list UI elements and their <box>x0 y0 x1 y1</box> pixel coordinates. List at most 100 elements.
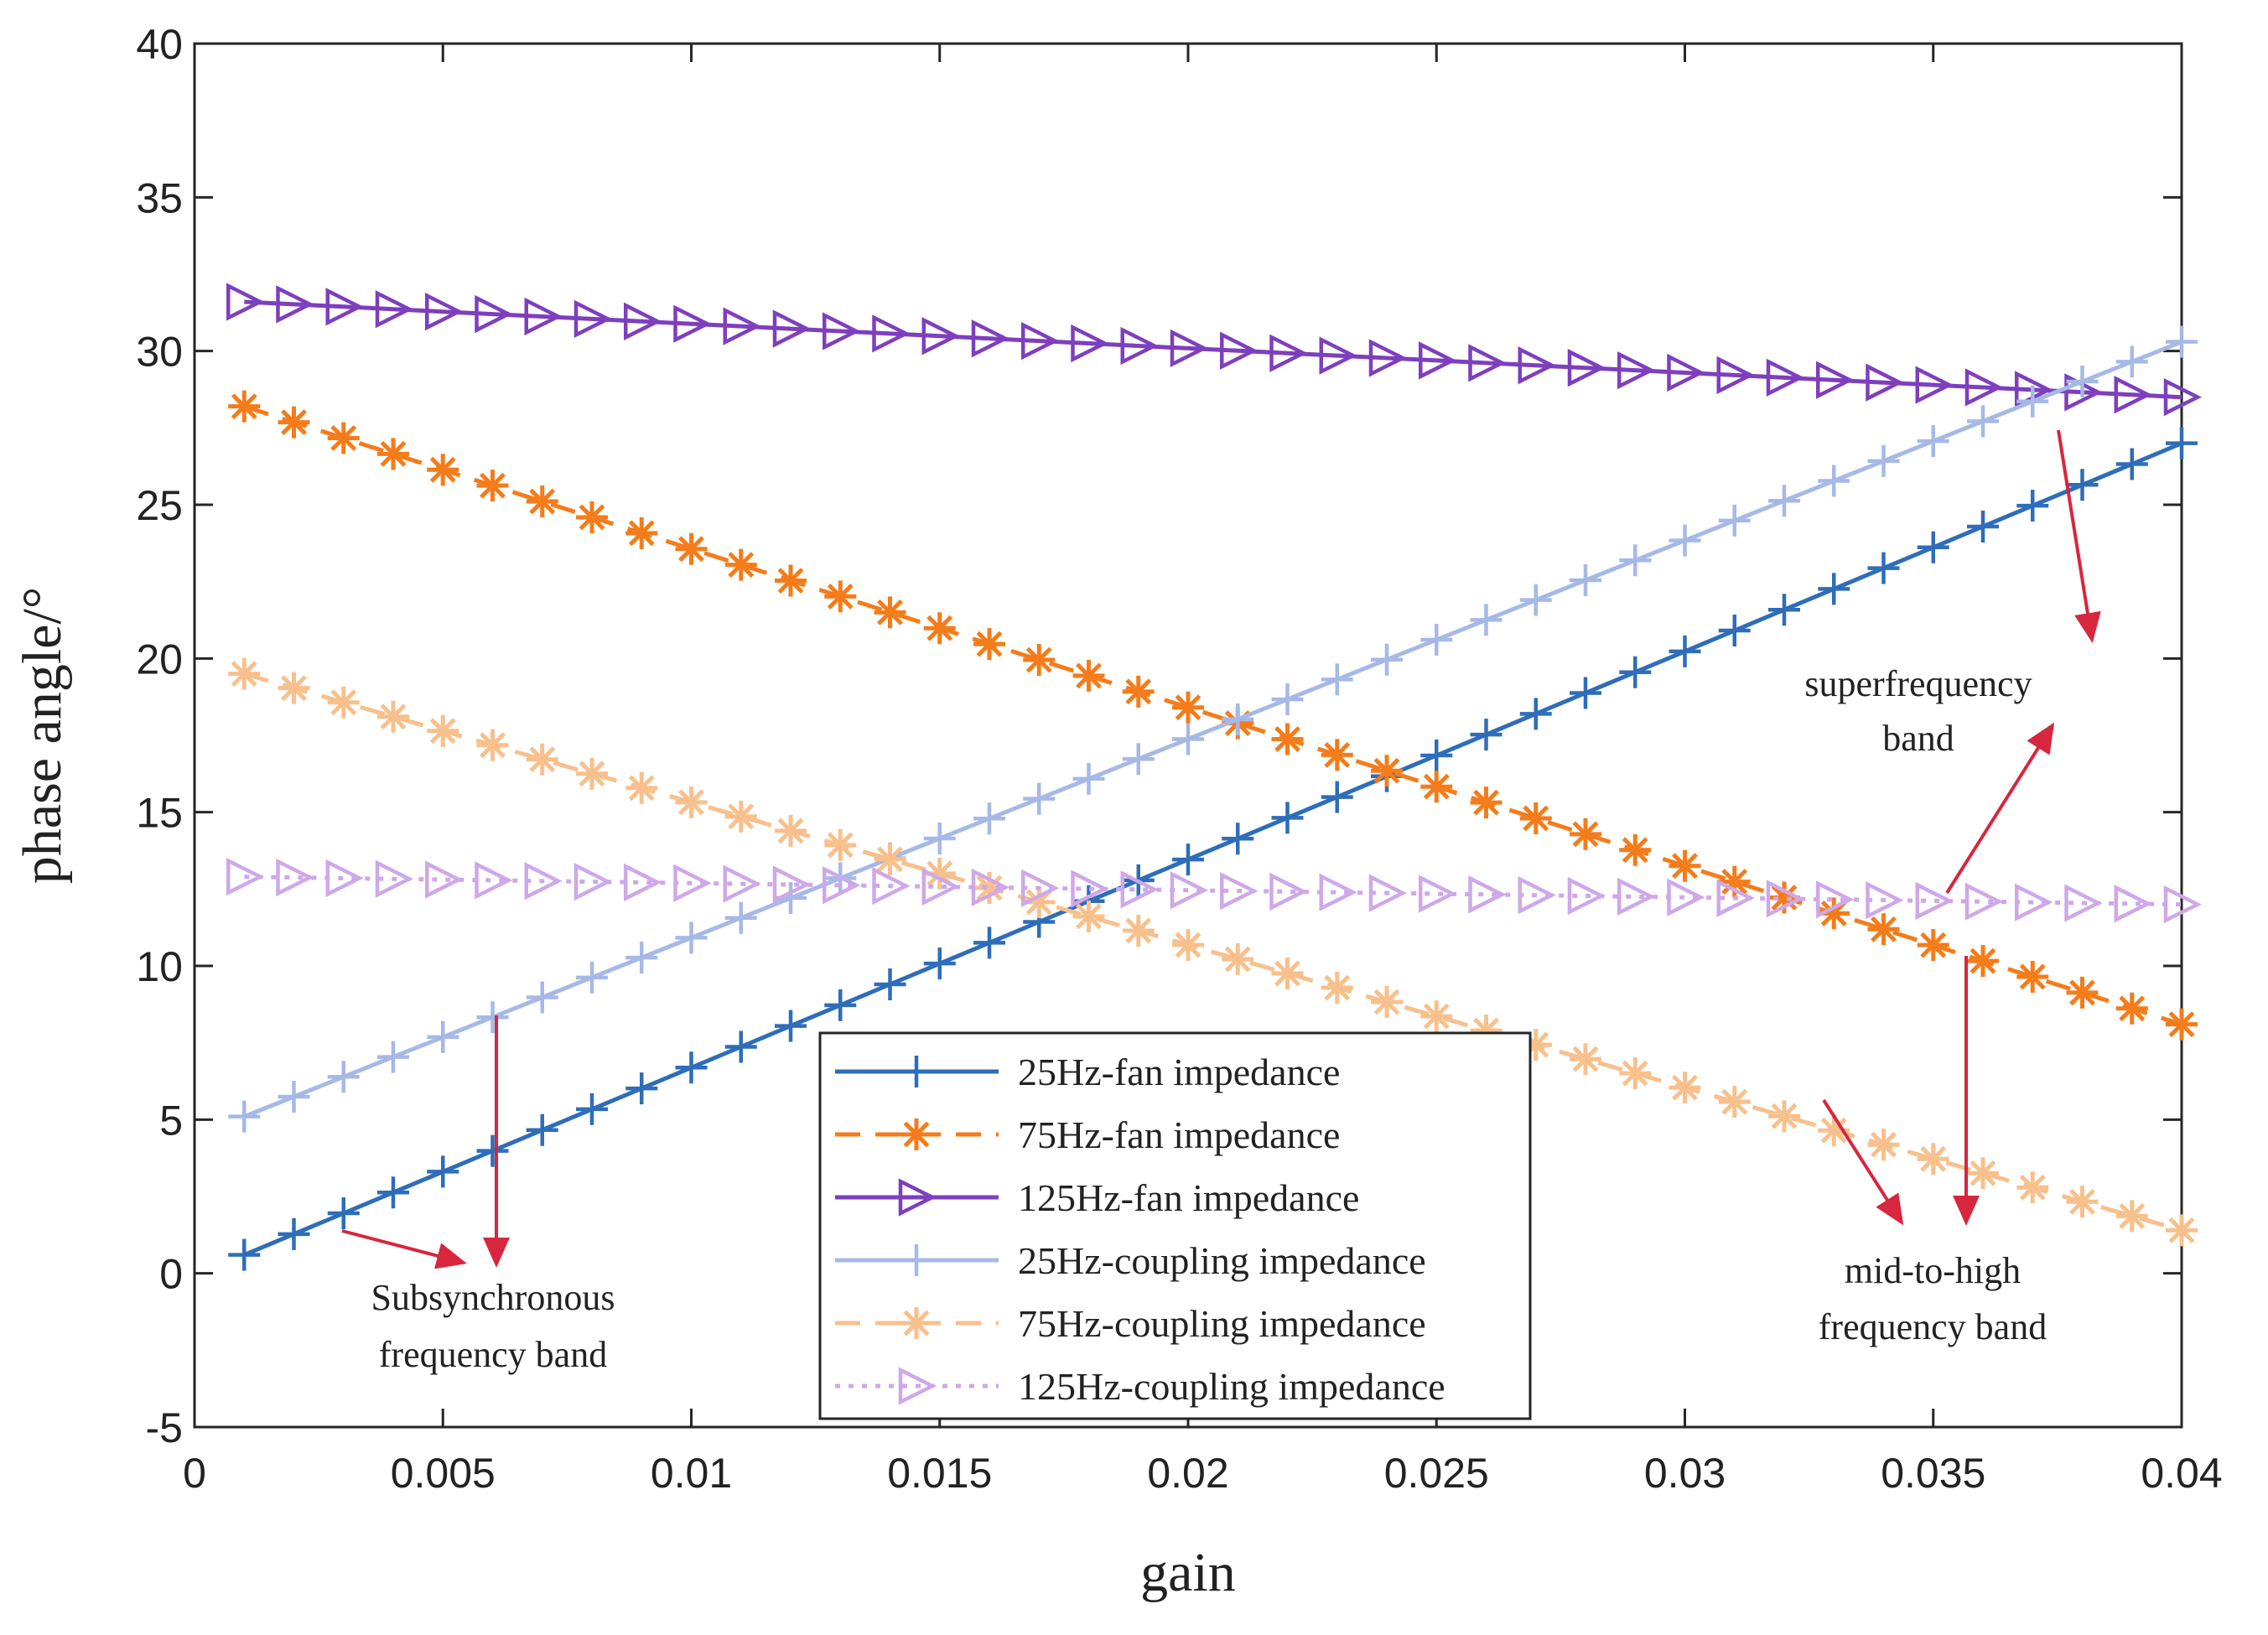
x-tick-label: 0.02 <box>1147 1450 1228 1497</box>
series-line <box>244 875 2182 907</box>
data-point <box>823 312 861 350</box>
data-point <box>1619 1057 1652 1090</box>
legend-box <box>818 1031 1532 1420</box>
legend-label-2: 125Hz-fan impedance <box>1018 1176 1359 1219</box>
data-point <box>1368 339 1408 377</box>
data-point <box>1669 1072 1701 1104</box>
data-point <box>573 862 613 901</box>
data-point <box>1768 594 1800 626</box>
data-point <box>1967 1157 1999 1190</box>
data-point <box>276 858 314 897</box>
data-point <box>1419 875 1457 913</box>
data-point <box>228 657 261 690</box>
data-point <box>1570 677 1601 709</box>
data-point <box>1321 663 1353 696</box>
axes-layer: 0 0.005 0.01 0.015 0.02 0.025 0.03 0.035 0.04-50… <box>12 21 2223 1603</box>
data-point <box>1816 361 1855 399</box>
series-line <box>243 340 2182 1119</box>
legend-marker-4 <box>900 1307 932 1339</box>
x-tick-label: 0.03 <box>1644 1450 1726 1497</box>
y-tick-label: 40 <box>136 21 183 68</box>
data-point <box>377 1041 409 1073</box>
data-point <box>1420 771 1453 803</box>
data-point <box>1120 870 1159 909</box>
data-point <box>476 1001 509 1034</box>
data-point <box>1172 691 1204 724</box>
annotation-arrow-super-down <box>2057 429 2101 643</box>
data-point <box>1518 876 1556 915</box>
annotation-mid-line2: frequency band <box>1819 1306 2047 1347</box>
data-point <box>476 729 509 761</box>
data-point <box>1967 405 1999 438</box>
y-tick-label: 5 <box>159 1097 183 1144</box>
data-point <box>2115 1200 2148 1233</box>
data-point <box>1816 880 1855 919</box>
legend-marker-5 <box>898 1367 937 1405</box>
data-point <box>1170 871 1209 910</box>
data-point <box>2163 885 2203 924</box>
data-point <box>775 564 807 597</box>
x-axis-title: gain <box>1140 1542 1236 1603</box>
data-point <box>2115 992 2148 1025</box>
series-line <box>243 404 2182 1027</box>
data-point <box>1271 683 1304 716</box>
data-point <box>475 294 513 334</box>
data-point <box>1120 326 1159 366</box>
data-point <box>2066 366 2099 398</box>
series-line <box>243 441 2182 1258</box>
data-point <box>375 859 414 898</box>
data-point <box>775 814 807 847</box>
data-point <box>377 1176 409 1209</box>
data-point <box>1867 1129 1900 1161</box>
annotation-arrow-super-up <box>1945 722 2055 895</box>
data-point <box>874 968 906 1000</box>
data-point <box>427 1020 459 1053</box>
data-point <box>1716 879 1755 917</box>
data-point <box>226 858 265 896</box>
data-point <box>1917 425 1949 458</box>
data-point <box>576 757 608 790</box>
data-point <box>1718 504 1751 537</box>
data-point <box>624 863 662 902</box>
data-point <box>526 981 558 1014</box>
legend: 25Hz-fan impedance 75Hz-fan impedance 125H… <box>818 1031 1532 1420</box>
data-point <box>327 422 360 454</box>
y-tick-label: 20 <box>136 636 183 683</box>
data-point <box>1368 874 1408 912</box>
data-point <box>278 1217 310 1250</box>
annotation-layer: Subsynchronous frequency band superfrequen… <box>341 429 2101 1375</box>
y-tick-label: 10 <box>136 943 183 990</box>
data-point <box>824 989 857 1021</box>
data-point <box>2166 427 2198 459</box>
data-point <box>625 942 658 974</box>
series-layer <box>226 283 2203 1271</box>
data-point <box>973 871 1005 904</box>
data-point <box>824 828 857 861</box>
data-point <box>1669 635 1701 667</box>
data-point <box>2066 976 2099 1009</box>
data-point <box>524 297 563 336</box>
data-point <box>1468 344 1507 382</box>
data-point <box>1072 762 1105 795</box>
data-point <box>228 1100 261 1133</box>
data-point <box>278 672 310 704</box>
data-point <box>1021 869 1060 907</box>
data-point <box>2163 378 2203 417</box>
series-4 <box>228 657 2198 1247</box>
data-point <box>1172 723 1204 755</box>
data-point <box>1967 945 1999 978</box>
data-point <box>377 438 409 470</box>
data-point <box>1122 914 1155 947</box>
data-point <box>1964 368 2004 407</box>
data-point <box>1567 349 1606 387</box>
data-point <box>1321 972 1353 1004</box>
x-tick-label: 0.01 <box>651 1450 732 1497</box>
data-point <box>723 307 761 345</box>
data-point <box>1519 1029 1552 1061</box>
x-tick-label: 0.025 <box>1384 1450 1489 1497</box>
data-point <box>874 843 906 875</box>
data-point <box>1718 1086 1751 1119</box>
data-point <box>673 864 712 902</box>
data-point <box>675 1051 708 1084</box>
data-point <box>1222 823 1254 855</box>
